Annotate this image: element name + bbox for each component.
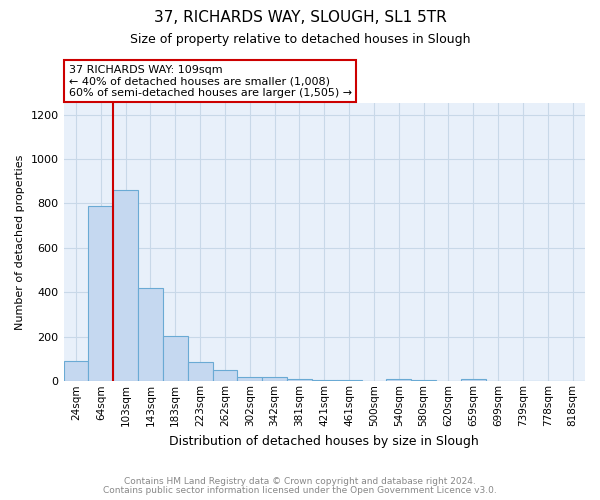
Bar	[262, 377, 287, 382]
Bar	[411, 380, 436, 382]
Bar	[163, 336, 188, 382]
Bar	[312, 380, 337, 382]
Y-axis label: Number of detached properties: Number of detached properties	[15, 154, 25, 330]
Bar	[212, 370, 238, 382]
Bar	[113, 190, 138, 382]
Text: 37, RICHARDS WAY, SLOUGH, SL1 5TR: 37, RICHARDS WAY, SLOUGH, SL1 5TR	[154, 10, 446, 25]
X-axis label: Distribution of detached houses by size in Slough: Distribution of detached houses by size …	[169, 434, 479, 448]
Bar	[88, 206, 113, 382]
Bar	[188, 362, 212, 382]
Bar	[64, 362, 88, 382]
Bar	[461, 379, 485, 382]
Text: Contains public sector information licensed under the Open Government Licence v3: Contains public sector information licen…	[103, 486, 497, 495]
Text: Size of property relative to detached houses in Slough: Size of property relative to detached ho…	[130, 32, 470, 46]
Bar	[386, 379, 411, 382]
Text: Contains HM Land Registry data © Crown copyright and database right 2024.: Contains HM Land Registry data © Crown c…	[124, 477, 476, 486]
Bar	[337, 380, 362, 382]
Bar	[287, 379, 312, 382]
Bar	[138, 288, 163, 382]
Bar	[238, 377, 262, 382]
Text: 37 RICHARDS WAY: 109sqm
← 40% of detached houses are smaller (1,008)
60% of semi: 37 RICHARDS WAY: 109sqm ← 40% of detache…	[69, 64, 352, 98]
